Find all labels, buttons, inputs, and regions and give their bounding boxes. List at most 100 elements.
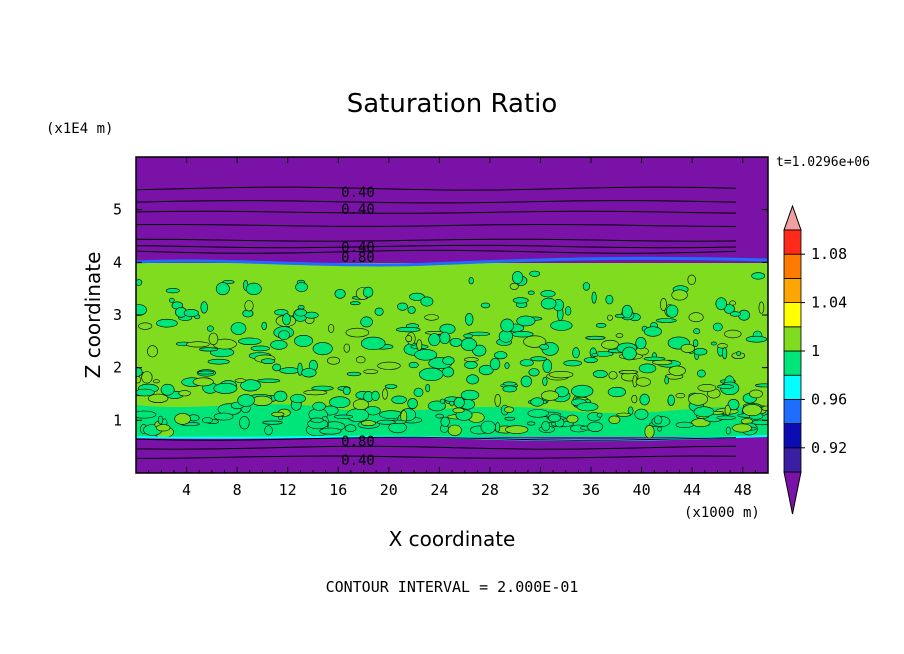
turbulent-cell <box>505 425 529 434</box>
turbulent-cell <box>136 410 157 419</box>
turbulent-cell <box>264 425 273 436</box>
turbulent-cell <box>407 398 418 409</box>
turbulent-cell <box>587 421 604 432</box>
turbulent-cell <box>420 296 434 307</box>
turbulent-cell <box>439 398 445 404</box>
turbulent-cell <box>407 306 416 314</box>
contour-line <box>136 223 737 227</box>
turbulent-cell <box>591 353 599 357</box>
turbulent-cell <box>480 420 496 434</box>
turbulent-cell <box>453 396 465 409</box>
turbulent-cell <box>526 421 536 426</box>
turbulent-cell <box>621 304 633 319</box>
turbulent-cell <box>608 371 618 380</box>
turbulent-cell <box>688 312 704 323</box>
turbulent-cell <box>326 356 340 365</box>
turbulent-cell <box>382 388 388 400</box>
turbulent-cell <box>724 329 742 339</box>
turbulent-cell <box>540 390 559 401</box>
x-tick-label: 16 <box>329 481 347 499</box>
turbulent-cell <box>261 358 276 365</box>
turbulent-cell <box>504 406 514 413</box>
contour-lines <box>136 186 737 459</box>
turbulent-cell <box>666 304 679 318</box>
turbulent-cell <box>215 282 230 296</box>
turbulent-cell <box>639 393 650 406</box>
turbulent-cell <box>262 420 283 425</box>
turbulent-cell <box>160 383 175 396</box>
x-unit-label: (x1000 m) <box>684 505 760 521</box>
colorbar-upper-arrow <box>783 204 802 231</box>
turbulent-cell <box>303 389 328 396</box>
y-tick-label: 3 <box>113 306 122 324</box>
turbulent-cell <box>213 382 238 394</box>
turbulent-cell <box>344 424 357 433</box>
contour-label: 0.40 <box>341 202 375 218</box>
turbulent-cell <box>395 327 421 333</box>
turbulent-cell <box>157 415 164 425</box>
colorbar-label: 0.96 <box>811 390 847 408</box>
turbulent-cell <box>362 286 374 298</box>
turbulent-cell <box>495 422 501 433</box>
turbulent-cell <box>608 415 621 424</box>
colorbar-swatch <box>783 423 802 449</box>
contour-line <box>136 249 737 254</box>
turbulent-cell <box>463 357 479 362</box>
turbulent-cell <box>147 393 169 404</box>
turbulent-cell <box>540 297 557 310</box>
colorbar-label: 1 <box>811 342 820 360</box>
colorbar-swatch <box>783 253 802 279</box>
turbulent-cell <box>408 361 419 369</box>
turbulent-cell <box>416 339 423 351</box>
turbulent-cell <box>240 379 261 392</box>
turbulent-cell <box>601 339 620 350</box>
turbulent-cell <box>693 348 708 356</box>
turbulent-cell <box>655 318 677 323</box>
turbulent-cell <box>449 337 463 347</box>
contour-label: 0.40 <box>341 453 375 469</box>
turbulent-cell <box>152 379 160 384</box>
turbulent-cell <box>425 384 431 393</box>
turbulent-cell <box>539 343 549 350</box>
turbulent-cell <box>138 322 153 330</box>
turbulent-cells <box>136 270 768 439</box>
turbulent-cell <box>464 360 478 369</box>
turbulent-cell <box>310 417 324 423</box>
turbulent-cell <box>282 313 291 326</box>
turbulent-cell <box>635 337 647 350</box>
turbulent-cell <box>724 404 731 416</box>
turbulent-cell <box>409 292 425 301</box>
turbulent-cell <box>725 426 732 435</box>
turbulent-cell <box>279 367 301 374</box>
x-tick-label: 40 <box>633 481 651 499</box>
turbulent-cell <box>751 272 766 280</box>
cloud-base-band <box>136 404 768 437</box>
turbulent-cell <box>293 334 313 347</box>
turbulent-cell <box>360 420 376 427</box>
turbulent-cell <box>234 378 247 383</box>
colorbar-swatch <box>783 229 802 255</box>
turbulent-cell <box>424 314 439 321</box>
turbulent-cell <box>528 368 540 377</box>
contour-label: 0.40 <box>341 185 375 201</box>
turbulent-cell <box>548 413 561 423</box>
turbulent-cell <box>692 339 699 348</box>
turbulent-cell <box>201 417 213 424</box>
turbulent-cell <box>174 413 191 425</box>
turbulent-cell <box>312 342 333 356</box>
turbulent-cell <box>208 332 219 346</box>
turbulent-cell <box>509 282 519 290</box>
turbulent-cell <box>136 279 143 286</box>
turbulent-cell <box>169 297 175 303</box>
colorbar-swatch <box>783 350 802 376</box>
turbulent-cell <box>607 314 613 321</box>
turbulent-cell <box>595 322 607 328</box>
turbulent-cell <box>419 367 444 382</box>
turbulent-cell <box>244 300 254 312</box>
turbulent-cell <box>502 385 517 393</box>
x-tick-label: 48 <box>734 481 752 499</box>
x-axis-title: X coordinate <box>389 527 516 551</box>
turbulent-cell <box>729 311 742 317</box>
colorbar-swatch <box>783 398 802 424</box>
